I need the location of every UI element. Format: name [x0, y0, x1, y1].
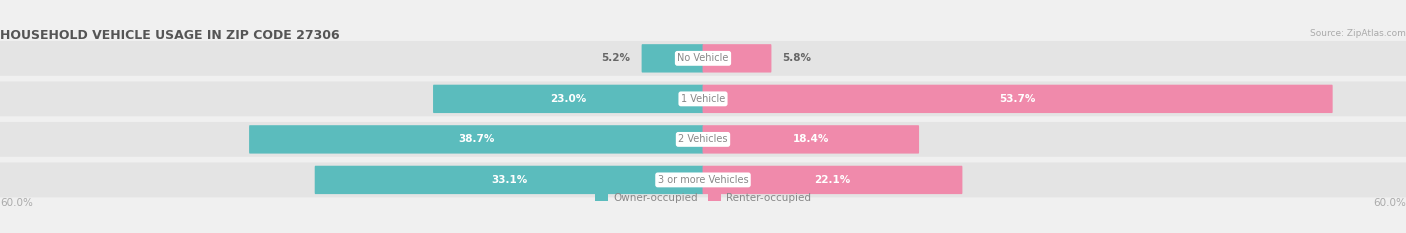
FancyBboxPatch shape — [0, 41, 1406, 76]
Text: 22.1%: 22.1% — [814, 175, 851, 185]
Text: 60.0%: 60.0% — [1374, 198, 1406, 208]
Text: No Vehicle: No Vehicle — [678, 53, 728, 63]
FancyBboxPatch shape — [703, 166, 962, 194]
Text: 33.1%: 33.1% — [491, 175, 527, 185]
Text: 3 or more Vehicles: 3 or more Vehicles — [658, 175, 748, 185]
Text: 23.0%: 23.0% — [550, 94, 586, 104]
Text: 38.7%: 38.7% — [458, 134, 495, 144]
Text: 53.7%: 53.7% — [1000, 94, 1036, 104]
Text: Source: ZipAtlas.com: Source: ZipAtlas.com — [1310, 29, 1406, 38]
Text: 18.4%: 18.4% — [793, 134, 830, 144]
Text: 2 Vehicles: 2 Vehicles — [678, 134, 728, 144]
Text: 5.2%: 5.2% — [602, 53, 630, 63]
Legend: Owner-occupied, Renter-occupied: Owner-occupied, Renter-occupied — [591, 188, 815, 207]
FancyBboxPatch shape — [703, 85, 1333, 113]
Text: 60.0%: 60.0% — [0, 198, 32, 208]
FancyBboxPatch shape — [0, 162, 1406, 197]
FancyBboxPatch shape — [703, 44, 772, 72]
FancyBboxPatch shape — [433, 85, 703, 113]
FancyBboxPatch shape — [249, 125, 703, 154]
FancyBboxPatch shape — [703, 125, 920, 154]
Text: HOUSEHOLD VEHICLE USAGE IN ZIP CODE 27306: HOUSEHOLD VEHICLE USAGE IN ZIP CODE 2730… — [0, 29, 340, 42]
FancyBboxPatch shape — [0, 82, 1406, 116]
FancyBboxPatch shape — [315, 166, 703, 194]
FancyBboxPatch shape — [0, 122, 1406, 157]
Text: 5.8%: 5.8% — [783, 53, 811, 63]
Text: 1 Vehicle: 1 Vehicle — [681, 94, 725, 104]
FancyBboxPatch shape — [641, 44, 703, 72]
